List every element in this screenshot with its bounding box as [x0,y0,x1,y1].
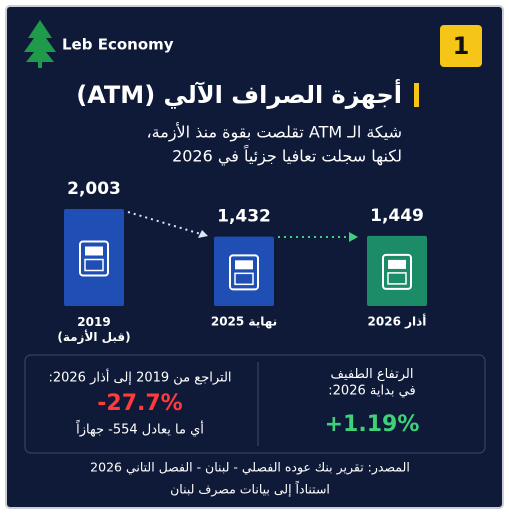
arrow-head [198,230,208,238]
arrow-head [349,232,358,242]
x-tick-label: نهاية 2025 [211,315,277,329]
value-label: 1,432 [217,207,271,227]
atm-icon [234,272,254,286]
x-tick-label: أذار 2026 [368,314,427,329]
subtitle: شيكة الـ ATM تقلصت بقوة منذ الأزمة، [147,122,402,143]
subtitle: لكنها سجلت تعافيا جزئياً في 2026 [172,144,402,167]
stat-label: الرتفاع الطفيف في بداية 2026: [328,367,415,398]
brand: Leb Economy [62,36,174,54]
x-tick-label: 2019 (قبل الأزمة) [57,315,130,344]
source: استناداً إلى بيانات مصرف لبنان [170,480,330,498]
stat-note: أي ما يعادل 554- جهازاً [76,420,204,438]
stat-label: التراجع من 2019 إلى أذار 2026: [48,369,231,386]
bar [214,236,274,306]
stat-value: -27.7% [97,391,182,416]
title: أجهزة الصراف الآلي (ATM) [76,79,402,109]
atm-icon [84,258,104,272]
bar [367,235,427,306]
bar [64,209,124,306]
atm-icon [388,259,406,269]
badge-box [440,25,482,67]
title-accent [414,83,419,107]
stats-box [24,354,486,454]
arrow [127,211,205,236]
stat-value: +1.19% [325,412,420,437]
logo [24,20,56,68]
atm-icon [229,254,259,291]
value-label: 1,449 [370,206,424,226]
atm-icon [79,240,109,277]
badge: 1 [453,32,470,60]
atm-icon [387,272,407,285]
atm-icon [235,260,253,270]
atm-icon [85,246,103,256]
source: المصدر: تقرير بنك عوده الفصلي - لبنان - … [90,460,410,476]
value-label: 2,003 [67,179,121,199]
atm-icon [382,253,412,290]
